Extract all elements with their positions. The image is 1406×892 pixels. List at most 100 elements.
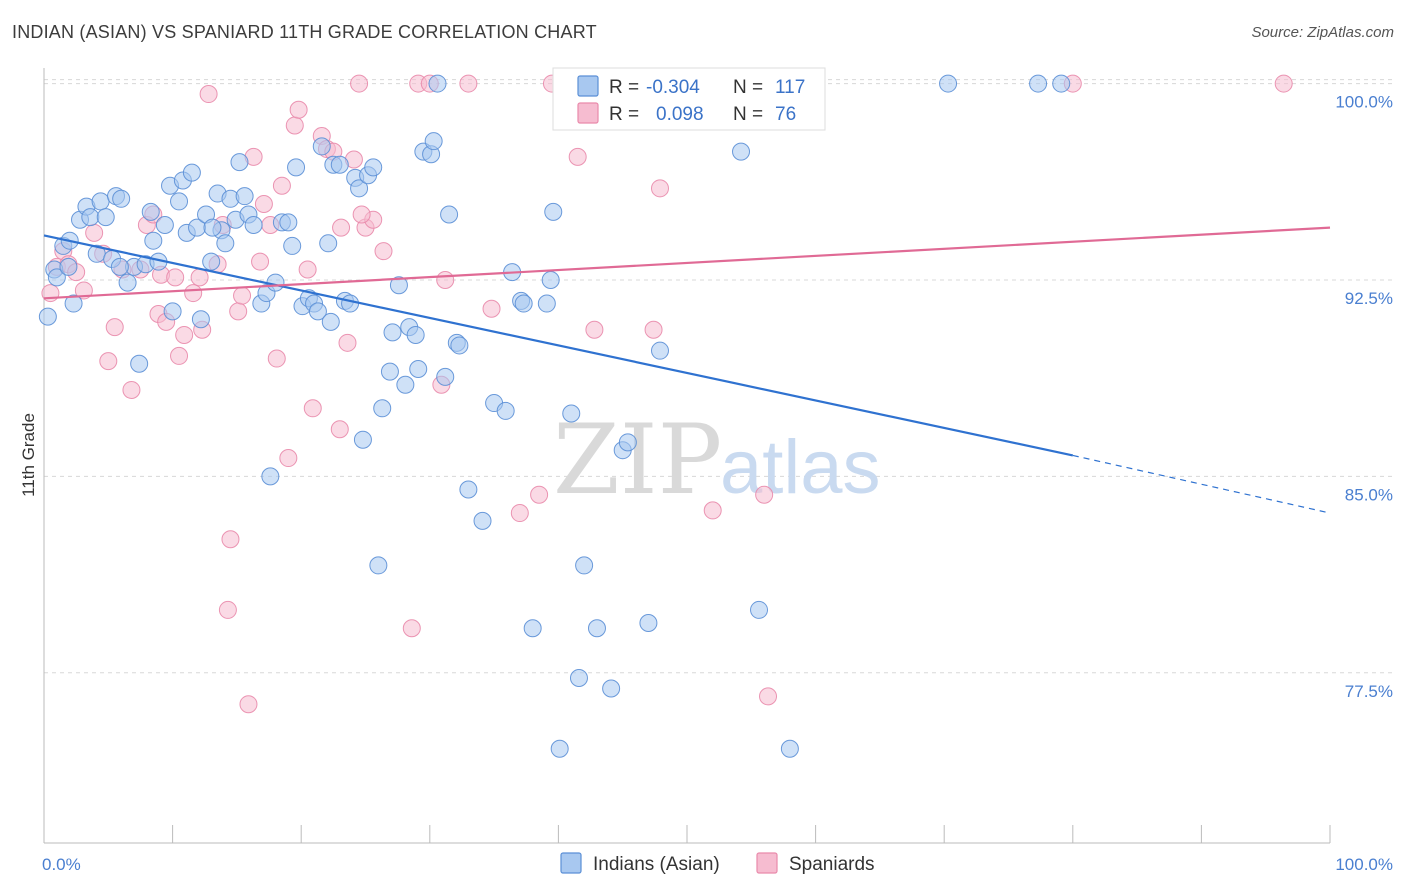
indians-asian-point — [1052, 74, 1071, 93]
indians-asian-point — [406, 325, 425, 344]
spaniards-point — [184, 284, 203, 303]
spaniards-point — [279, 449, 298, 468]
spaniards-point — [285, 116, 304, 135]
spaniards-point — [289, 100, 308, 119]
watermark-zip: ZIP — [553, 404, 722, 516]
indians-asian-point — [47, 268, 66, 287]
indians-asian-trendline-extension — [1072, 454, 1331, 514]
indians-asian-point — [459, 480, 478, 499]
spaniards-point — [482, 299, 501, 318]
indians-asian-point — [575, 556, 594, 575]
spaniards-point — [272, 176, 291, 195]
spaniards-point — [229, 302, 248, 321]
indians-asian-point — [202, 252, 221, 271]
indians-asian-point — [396, 375, 415, 394]
bottom-legend-swatch-spaniards — [756, 852, 778, 874]
spaniards-point — [402, 619, 421, 638]
indians-asian-point — [144, 231, 163, 250]
spaniards-point — [199, 85, 218, 104]
indians-asian-point — [118, 273, 137, 292]
indians-asian-point — [330, 155, 349, 174]
spaniards-point — [105, 318, 124, 337]
y-tick-label: 77.5% — [1345, 682, 1393, 701]
axes: 100.0% 92.5% 85.0% 77.5% 0.0% 100.0% — [42, 68, 1393, 874]
indians-asian-point — [64, 294, 83, 313]
indians-asian-points — [38, 74, 1071, 758]
spaniards-point — [350, 74, 369, 93]
spaniards-point — [233, 286, 252, 305]
indians-asian-point — [319, 234, 338, 253]
watermark-atlas: atlas — [720, 425, 881, 510]
indians-asian-point — [732, 142, 751, 161]
spaniards-point — [221, 530, 240, 549]
spaniards-point — [218, 600, 237, 619]
indians-asian-point — [279, 213, 298, 232]
indians-asian-point — [440, 205, 459, 224]
bottom-legend-label-indians: Indians (Asian) — [593, 854, 720, 875]
y-tick-label: 92.5% — [1345, 289, 1393, 308]
spaniards-point — [122, 380, 141, 399]
x-tick-label: 100.0% — [1335, 855, 1393, 874]
spaniards-point — [332, 218, 351, 237]
indians-asian-point — [541, 270, 560, 289]
spaniards-point — [510, 504, 529, 523]
spaniards-point — [568, 147, 587, 166]
spaniards-point — [374, 242, 393, 261]
indians-asian-point — [155, 215, 174, 234]
indians-asian-point — [544, 202, 563, 221]
indians-asian-point — [321, 312, 340, 331]
indians-asian-point — [373, 399, 392, 418]
chart-title: INDIAN (ASIAN) VS SPANIARD 11TH GRADE CO… — [12, 22, 597, 42]
indians-asian-point — [639, 614, 658, 633]
indians-asian-point — [38, 307, 57, 326]
spaniards-point — [85, 223, 104, 242]
indians-asian-point — [569, 669, 588, 688]
spaniards-point — [330, 420, 349, 439]
indians-asian-point — [523, 619, 542, 638]
spaniards-point — [1274, 74, 1293, 93]
legend-r-label-spaniards: R = — [609, 104, 639, 125]
indians-asian-point — [618, 433, 637, 452]
indians-asian-point — [230, 153, 249, 172]
indians-asian-point — [350, 179, 369, 198]
indians-asian-point — [312, 137, 331, 156]
indians-asian-point — [364, 158, 383, 177]
indians-asian-point — [380, 362, 399, 381]
indians-asian-point — [939, 74, 958, 93]
indians-asian-point — [261, 467, 280, 486]
spaniards-trendline — [43, 226, 1331, 300]
legend-n-label-indians: N = — [733, 77, 763, 98]
legend: R = -0.304 N = 117 R = 0.098 N = 76 — [552, 67, 826, 131]
legend-n-label-spaniards: N = — [733, 104, 763, 125]
indians-asian-point — [436, 367, 455, 386]
spaniards-point — [459, 74, 478, 93]
spaniards-point — [298, 260, 317, 279]
indians-asian-point — [308, 302, 327, 321]
x-tick-label: 0.0% — [42, 855, 81, 874]
indians-asian-point — [130, 354, 149, 373]
indians-asian-point — [81, 208, 100, 227]
spaniards-point — [175, 325, 194, 344]
indians-asian-point — [244, 215, 263, 234]
indians-asian-point — [141, 202, 160, 221]
indians-asian-point — [163, 302, 182, 321]
indians-asian-point — [59, 257, 78, 276]
spaniards-point — [585, 320, 604, 339]
spaniards-point — [74, 281, 93, 300]
indians-asian-point — [112, 189, 131, 208]
y-axis-title: 11th Grade — [19, 413, 38, 497]
indians-asian-point — [450, 336, 469, 355]
spaniards-point — [644, 320, 663, 339]
indians-asian-point — [587, 619, 606, 638]
spaniards-point — [254, 195, 273, 214]
spaniards-point — [239, 695, 258, 714]
spaniards-point — [530, 485, 549, 504]
indians-asian-point — [96, 208, 115, 227]
indians-asian-point — [191, 310, 210, 329]
indians-asian-point — [496, 401, 515, 420]
indians-asian-trendline — [43, 234, 1074, 457]
spaniards-point — [251, 252, 270, 271]
indians-asian-point — [473, 511, 492, 530]
indians-asian-point — [650, 341, 669, 360]
spaniards-point — [190, 268, 209, 287]
